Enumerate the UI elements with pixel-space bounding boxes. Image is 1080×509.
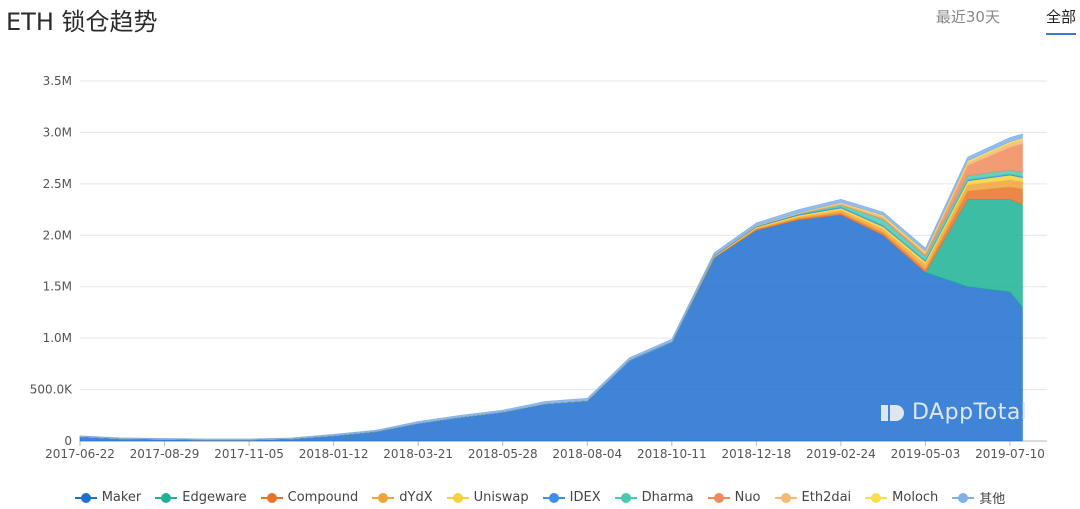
legend-label: Moloch — [892, 490, 939, 505]
legend-item[interactable]: Maker — [74, 488, 142, 507]
legend-label: Compound — [287, 490, 359, 505]
legend-label: Edgeware — [182, 490, 247, 505]
legend-label: dYdX — [399, 490, 433, 505]
legend-swatch — [155, 492, 178, 504]
legend-swatch — [74, 492, 97, 504]
legend-swatch — [260, 492, 283, 504]
legend-item[interactable]: Nuo — [707, 488, 761, 507]
legend-swatch — [446, 492, 469, 504]
tab-last-30-days[interactable]: 最近30天 — [935, 8, 1000, 26]
legend-swatch — [774, 492, 797, 504]
dapptotal-logo-icon — [881, 405, 904, 421]
x-tick-label: 2017-06-22 — [45, 447, 115, 461]
legend-item[interactable]: Moloch — [865, 488, 938, 507]
x-tick-label: 2018-03-21 — [383, 447, 453, 461]
y-tick-label: 2.0M — [43, 228, 72, 242]
legend-swatch — [542, 492, 565, 504]
x-tick-label: 2017-11-05 — [214, 447, 284, 461]
legend-item[interactable]: Edgeware — [155, 488, 247, 507]
legend-label: Dharma — [641, 490, 694, 505]
y-tick-label: 1.5M — [43, 280, 72, 294]
tab-all[interactable]: 全部 — [1045, 6, 1076, 35]
legend-swatch — [614, 492, 637, 504]
x-tick-label: 2019-02-24 — [806, 447, 876, 461]
x-tick-label: 2018-12-18 — [721, 447, 791, 461]
legend-swatch — [952, 492, 975, 504]
legend-label: Maker — [101, 490, 142, 505]
x-tick-label: 2018-10-11 — [637, 447, 707, 461]
legend-item[interactable]: 其他 — [952, 488, 1005, 507]
legend-item[interactable]: IDEX — [542, 488, 601, 507]
chart-legend: Maker Edgeware Compound dYdX Uniswap IDEX Dhar… — [0, 488, 1080, 507]
legend-label: Eth2dai — [801, 490, 852, 505]
legend-item[interactable]: Compound — [260, 488, 359, 507]
y-tick-label: 1.0M — [43, 331, 72, 345]
legend-item[interactable]: Uniswap — [446, 488, 529, 507]
legend-swatch — [707, 492, 730, 504]
watermark: DAppTotal — [912, 400, 1028, 425]
x-tick-label: 2019-07-10 — [975, 447, 1045, 461]
x-tick-label: 2018-01-12 — [299, 447, 369, 461]
legend-swatch — [372, 492, 395, 504]
y-tick-label: 2.5M — [43, 177, 72, 191]
x-tick-label: 2019-05-03 — [891, 447, 961, 461]
legend-item[interactable]: Eth2dai — [774, 488, 852, 507]
legend-item[interactable]: dYdX — [372, 488, 433, 507]
y-tick-label: 3.0M — [43, 125, 72, 139]
x-tick-label: 2018-08-04 — [552, 447, 622, 461]
x-tick-label: 2017-08-29 — [130, 447, 200, 461]
area-series-其他 — [79, 133, 1023, 440]
legend-label: 其他 — [979, 492, 1006, 507]
legend-label: IDEX — [569, 490, 601, 505]
page-title: ETH 锁仓趋势 — [6, 8, 158, 36]
y-tick-label: 500.0K — [30, 383, 73, 397]
y-tick-label: 0 — [64, 434, 72, 448]
legend-item[interactable]: Dharma — [614, 488, 694, 507]
eth-locked-area-chart: 0 500.0K 1.0M 1.5M 2.0M 2.5M 3.0M 3.5M 2017-06-2… — [30, 74, 1047, 461]
time-range-tabs: 最近30天 全部 — [936, 6, 1076, 35]
x-tick-label: 2018-05-28 — [468, 447, 538, 461]
legend-label: Uniswap — [473, 490, 529, 505]
legend-swatch — [865, 492, 888, 504]
legend-label: Nuo — [734, 490, 761, 505]
y-tick-label: 3.5M — [43, 74, 72, 88]
